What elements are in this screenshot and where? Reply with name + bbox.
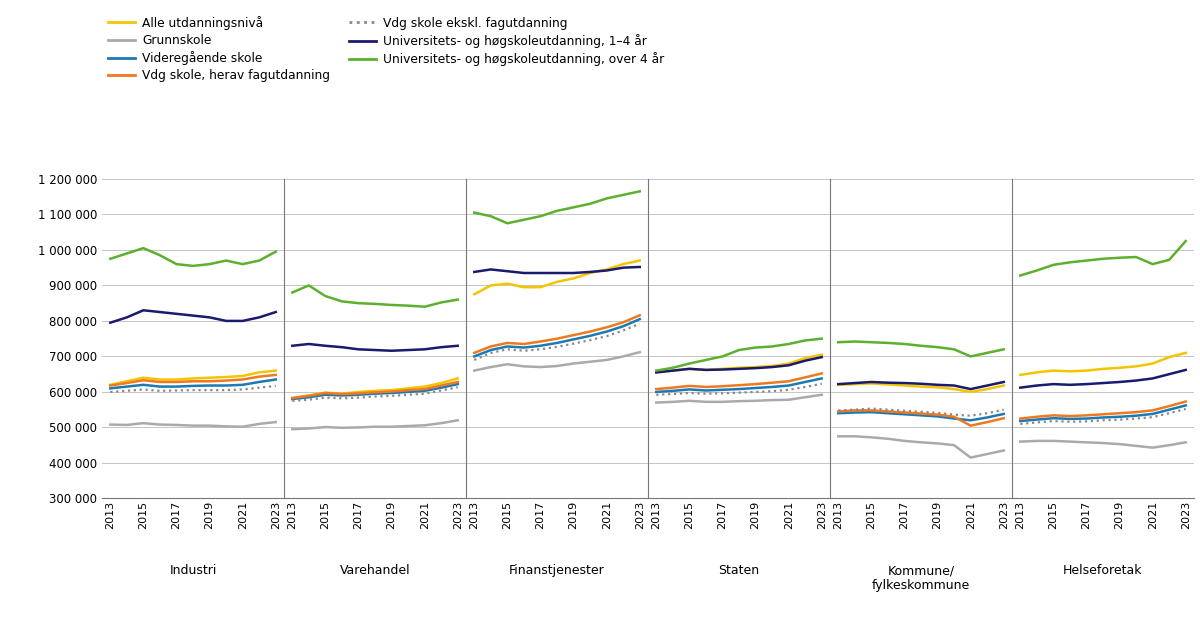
X-axis label: Varehandel: Varehandel [340, 564, 410, 577]
Legend: Alle utdanningsnivå, Grunnskole, Videregående skole, Vdg skole, herav fagutdanni: Alle utdanningsnivå, Grunnskole, Videreg… [108, 16, 664, 84]
X-axis label: Helseforetak: Helseforetak [1063, 564, 1142, 577]
X-axis label: Kommune/
fylkeskommune: Kommune/ fylkeskommune [872, 564, 970, 592]
X-axis label: Staten: Staten [719, 564, 760, 577]
X-axis label: Finanstjenester: Finanstjenester [509, 564, 605, 577]
X-axis label: Industri: Industri [169, 564, 217, 577]
